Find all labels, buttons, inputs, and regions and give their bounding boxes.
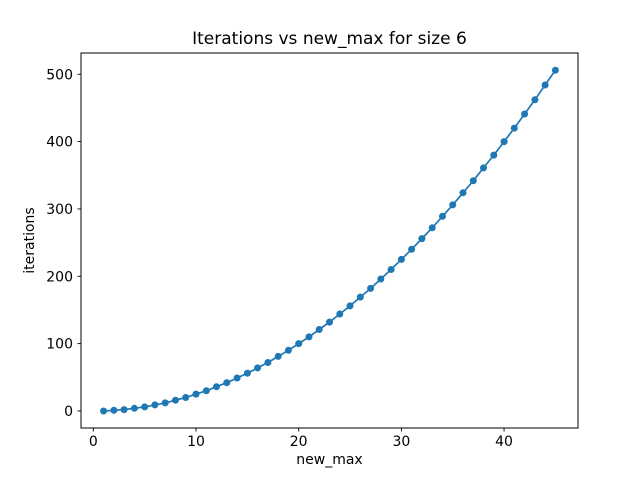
data-point-marker bbox=[490, 151, 498, 159]
y-tick-label: 300 bbox=[46, 202, 73, 218]
data-point-marker bbox=[449, 201, 457, 209]
data-point-marker bbox=[223, 379, 231, 387]
data-point-marker bbox=[336, 310, 344, 318]
data-point-marker bbox=[284, 346, 292, 354]
data-point-marker bbox=[356, 293, 364, 301]
data-point-marker bbox=[541, 81, 549, 89]
x-tick-label: 10 bbox=[187, 434, 205, 450]
data-point-marker bbox=[428, 224, 436, 232]
plot-area bbox=[81, 53, 578, 428]
data-point-marker bbox=[254, 364, 262, 372]
data-point-marker bbox=[439, 212, 446, 220]
x-tick-label: 30 bbox=[392, 434, 410, 450]
data-point-marker bbox=[531, 96, 539, 104]
data-point-marker bbox=[387, 266, 395, 273]
data-point-marker bbox=[377, 275, 385, 283]
y-tick-label: 200 bbox=[46, 269, 73, 285]
x-tick-label: 20 bbox=[290, 434, 308, 450]
data-point-marker bbox=[469, 177, 477, 185]
data-point-marker bbox=[151, 401, 159, 409]
chart-title: Iterations vs new_max for size 6 bbox=[192, 29, 467, 49]
x-tick-label: 40 bbox=[495, 434, 513, 450]
data-point-marker bbox=[100, 407, 108, 415]
data-point-marker bbox=[274, 352, 282, 360]
data-point-marker bbox=[161, 399, 169, 407]
data-point-marker bbox=[110, 406, 118, 414]
data-point-marker bbox=[408, 245, 416, 253]
data-point-marker bbox=[295, 340, 303, 348]
data-point-marker bbox=[172, 396, 179, 404]
y-tick-label: 100 bbox=[46, 337, 73, 353]
x-axis-ticks: 0 10 20 30 40 bbox=[89, 428, 513, 450]
data-point-marker bbox=[243, 369, 251, 377]
data-point-marker bbox=[233, 374, 241, 382]
y-tick-label: 0 bbox=[64, 404, 73, 420]
data-point-marker bbox=[192, 390, 200, 398]
data-point-marker bbox=[459, 189, 467, 197]
axes-spines bbox=[80, 52, 579, 429]
data-point-marker bbox=[551, 66, 559, 74]
data-point-marker bbox=[213, 383, 220, 391]
plot-border bbox=[80, 52, 579, 429]
y-axis-label: iterations bbox=[22, 207, 38, 273]
data-point-marker bbox=[130, 404, 138, 412]
data-point-marker bbox=[202, 387, 210, 395]
data-point-marker bbox=[367, 284, 375, 292]
data-point-marker bbox=[315, 326, 323, 333]
data-point-marker bbox=[397, 255, 405, 263]
y-tick-label: 500 bbox=[46, 67, 73, 83]
data-point-marker bbox=[521, 110, 529, 118]
data-point-marker bbox=[120, 406, 128, 414]
data-point-marker bbox=[305, 333, 313, 341]
data-point-marker bbox=[418, 235, 426, 243]
data-point-marker bbox=[182, 394, 190, 401]
data-point-marker bbox=[141, 403, 149, 411]
data-point-marker bbox=[346, 302, 354, 310]
y-axis-ticks: 0 100 200 300 400 500 bbox=[46, 67, 81, 420]
data-point-marker bbox=[264, 359, 272, 366]
data-series bbox=[100, 66, 559, 415]
x-tick-label: 0 bbox=[89, 434, 98, 450]
data-point-marker bbox=[326, 318, 333, 326]
data-point-marker bbox=[510, 124, 518, 132]
data-point-marker bbox=[500, 138, 508, 146]
data-point-marker bbox=[480, 164, 487, 172]
y-tick-label: 400 bbox=[46, 135, 73, 151]
x-axis-label: new_max bbox=[296, 452, 362, 468]
